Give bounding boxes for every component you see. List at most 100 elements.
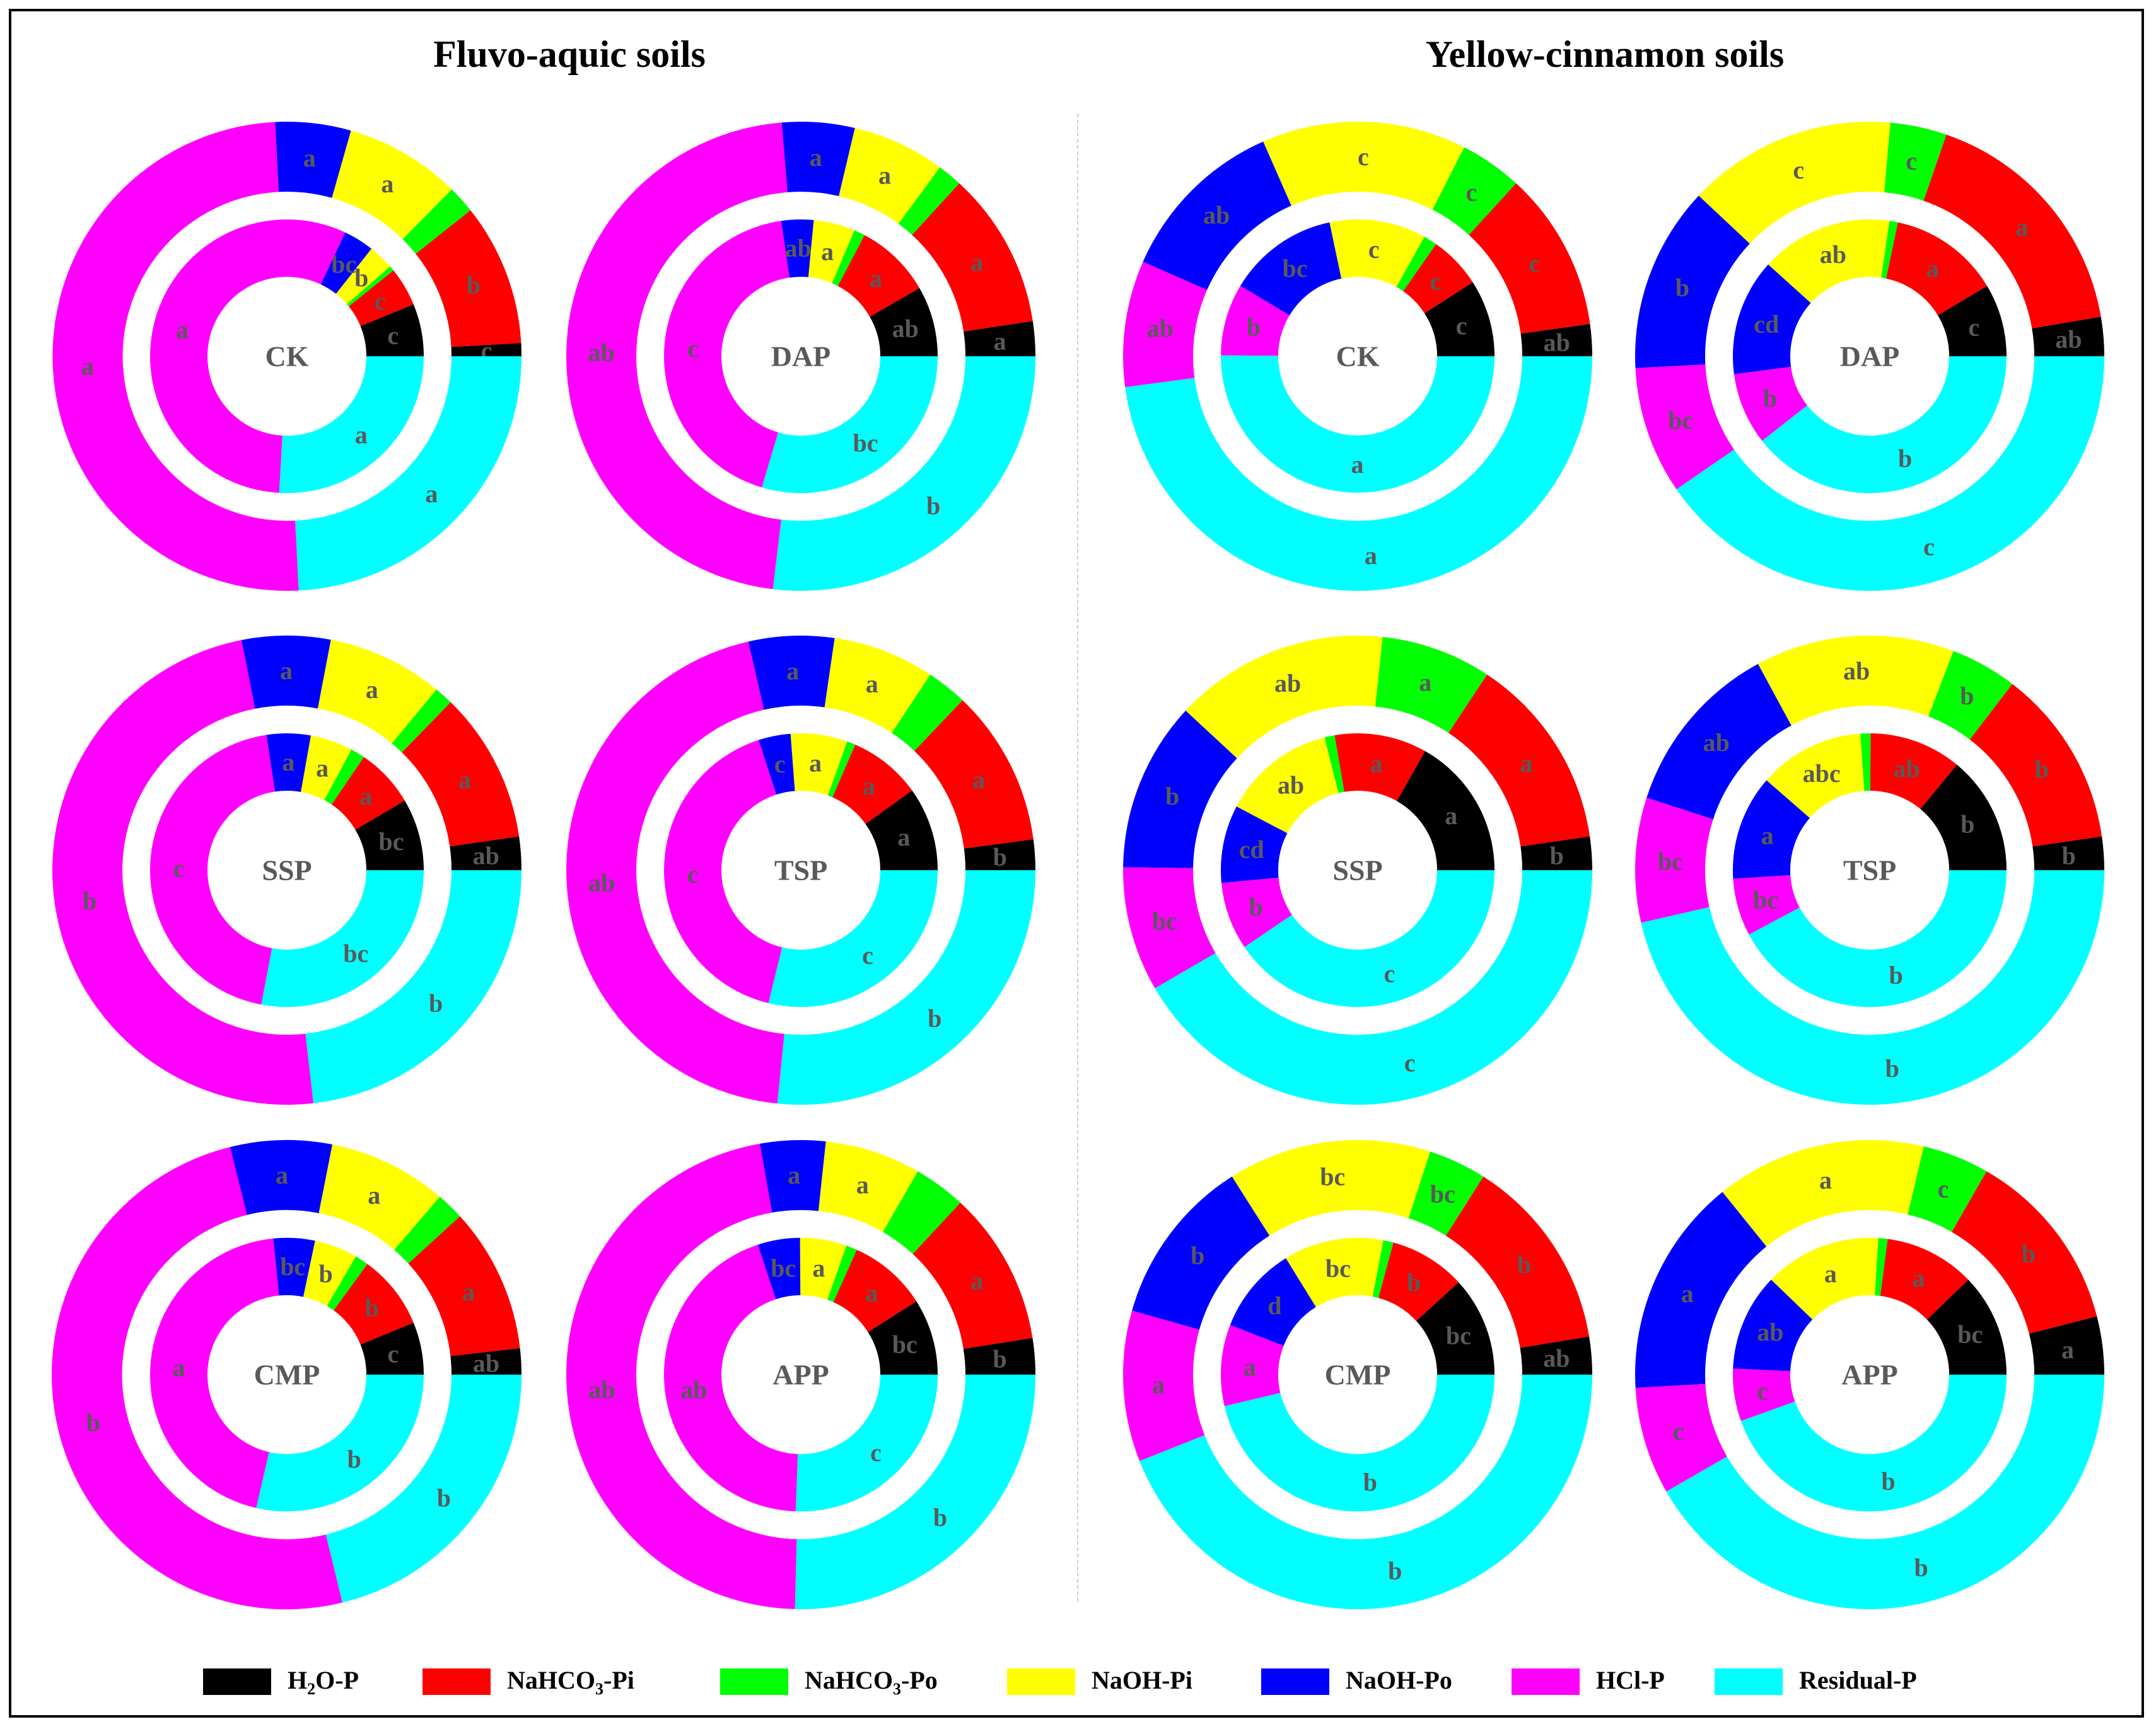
outer-label-residual-p-yellow-ssp: c xyxy=(1404,1049,1416,1077)
outer-label-h2o-p-fluvo-app: b xyxy=(993,1345,1006,1373)
inner-label-hcl-p-fluvo-ck: a xyxy=(176,315,189,344)
outer-slice-nahco3-pi-fluvo-ssp xyxy=(402,702,520,847)
outer-slice-residual-p-yellow-ssp xyxy=(1155,870,1592,1105)
inner-slice-naoh-pi-fluvo-ssp xyxy=(301,735,352,800)
outer-label-naoh-po-yellow-cmp: b xyxy=(1191,1241,1204,1269)
outer-label-naoh-pi-yellow-app: a xyxy=(1819,1166,1832,1194)
inner-slice-naoh-po-fluvo-dap xyxy=(781,219,814,278)
outer-slice-hcl-p-fluvo-ssp xyxy=(52,640,313,1105)
inner-label-hcl-p-fluvo-cmp: a xyxy=(173,1354,185,1382)
outer-slice-nahco3-pi-yellow-dap xyxy=(1923,134,2101,329)
inner-slice-nahco3-po-fluvo-app xyxy=(827,1245,857,1302)
outer-slice-naoh-po-yellow-dap xyxy=(1635,195,1750,368)
outer-slice-hcl-p-fluvo-app xyxy=(566,1143,797,1609)
center-label-fluvo-ck: CK xyxy=(265,341,309,373)
inner-label-naoh-pi-yellow-dap: ab xyxy=(1820,240,1846,269)
inner-label-h2o-p-yellow-cmp: bc xyxy=(1446,1321,1471,1349)
center-label-fluvo-cmp: CMP xyxy=(254,1359,320,1391)
inner-label-residual-p-fluvo-cmp: b xyxy=(347,1445,361,1474)
inner-slice-naoh-po-fluvo-tsp xyxy=(758,733,795,795)
outer-label-naoh-po-yellow-ssp: b xyxy=(1165,782,1179,810)
inner-label-h2o-p-fluvo-app: bc xyxy=(892,1330,918,1359)
legend-label-naoh-po: NaOH-Po xyxy=(1346,1665,1452,1694)
inner-label-hcl-p-yellow-dap: b xyxy=(1763,384,1777,412)
outer-slice-residual-p-fluvo-dap xyxy=(772,356,1035,591)
inner-slice-nahco3-pi-fluvo-app xyxy=(833,1249,917,1332)
outer-slice-nahco3-po-yellow-ck xyxy=(1432,147,1517,235)
outer-label-naoh-pi-yellow-dap: c xyxy=(1793,156,1804,184)
inner-slice-naoh-po-fluvo-ssp xyxy=(266,733,311,792)
inner-label-naoh-po-fluvo-ck: bc xyxy=(331,250,356,279)
inner-label-naoh-po-fluvo-ssp: a xyxy=(282,748,294,776)
legend-swatch-nahco3-po xyxy=(720,1668,788,1695)
legend-swatch-residual-p xyxy=(1715,1668,1783,1695)
inner-label-naoh-po-yellow-tsp: a xyxy=(1761,822,1774,850)
outer-slice-nahco3-po-fluvo-app xyxy=(883,1171,960,1254)
inner-label-naoh-po-yellow-cmp: d xyxy=(1267,1291,1281,1320)
inner-slice-nahco3-pi-yellow-app xyxy=(1880,1238,1969,1320)
inner-slice-residual-p-yellow-dap xyxy=(1762,356,2007,493)
inner-label-h2o-p-fluvo-tsp: a xyxy=(897,823,910,851)
inner-label-naoh-pi-fluvo-ck: b xyxy=(354,264,368,292)
outer-slice-naoh-pi-fluvo-app xyxy=(818,1141,918,1232)
center-label-fluvo-tsp: TSP xyxy=(774,854,827,887)
outer-slice-hcl-p-yellow-dap xyxy=(1635,364,1735,490)
inner-label-nahco3-pi-fluvo-app: a xyxy=(865,1279,878,1307)
outer-label-residual-p-yellow-tsp: b xyxy=(1885,1054,1899,1083)
inner-slice-residual-p-yellow-app xyxy=(1740,1375,2007,1512)
inner-slice-h2o-p-yellow-app xyxy=(1926,1279,2007,1375)
inner-label-nahco3-pi-fluvo-dap: a xyxy=(870,264,882,293)
outer-label-nahco3-pi-yellow-ck: c xyxy=(1529,249,1540,277)
outer-slice-residual-p-fluvo-tsp xyxy=(777,870,1035,1105)
inner-label-h2o-p-fluvo-cmp: c xyxy=(387,1339,399,1368)
outer-label-naoh-pi-yellow-ssp: ab xyxy=(1274,669,1301,697)
inner-slice-hcl-p-yellow-ck xyxy=(1221,286,1290,356)
legend-label-nahco3-po: NaHCO3-Po xyxy=(805,1665,938,1698)
inner-slice-residual-p-yellow-ck xyxy=(1220,355,1495,493)
inner-slice-residual-p-fluvo-dap xyxy=(762,356,938,494)
inner-slice-hcl-p-yellow-cmp xyxy=(1221,1325,1284,1406)
outer-label-nahco3-pi-fluvo-ck: b xyxy=(467,271,481,300)
outer-slice-residual-p-yellow-dap xyxy=(1676,356,2104,591)
outer-label-hcl-p-fluvo-cmp: b xyxy=(86,1408,100,1436)
legend-label-h2o-p: H2O-P xyxy=(288,1665,359,1698)
center-label-yellow-app: APP xyxy=(1841,1359,1897,1391)
outer-label-nahco3-po-yellow-dap: c xyxy=(1906,147,1917,175)
inner-slice-residual-p-fluvo-ck xyxy=(279,356,424,493)
inner-slice-h2o-p-fluvo-ck xyxy=(360,304,424,356)
inner-slice-h2o-p-yellow-ck xyxy=(1424,282,1495,356)
outer-label-h2o-p-fluvo-cmp: ab xyxy=(473,1349,499,1378)
inner-label-naoh-po-yellow-app: ab xyxy=(1757,1318,1783,1346)
inner-label-nahco3-pi-yellow-ssp: a xyxy=(1370,750,1383,778)
outer-label-nahco3-po-yellow-tsp: b xyxy=(1960,682,1974,710)
inner-label-naoh-po-fluvo-cmp: bc xyxy=(280,1252,305,1281)
outer-slice-hcl-p-yellow-ck xyxy=(1122,262,1208,387)
outer-slice-nahco3-po-fluvo-ck xyxy=(402,189,471,254)
outer-slice-naoh-po-fluvo-tsp xyxy=(748,636,835,710)
inner-label-naoh-po-fluvo-tsp: c xyxy=(774,750,786,778)
legend-item-nahco3-po: NaHCO3-Po xyxy=(720,1660,938,1704)
legend-item-hcl-p: HCl-P xyxy=(1512,1660,1665,1704)
outer-slice-naoh-pi-yellow-ssp xyxy=(1186,636,1383,759)
inner-slice-nahco3-pi-fluvo-ssp xyxy=(331,757,405,830)
inner-label-naoh-pi-yellow-app: a xyxy=(1824,1260,1837,1288)
inner-label-naoh-pi-fluvo-ssp: a xyxy=(316,754,329,782)
outer-label-hcl-p-yellow-app: c xyxy=(1673,1418,1684,1446)
outer-label-hcl-p-yellow-ck: ab xyxy=(1147,314,1174,342)
outer-label-h2o-p-fluvo-tsp: b xyxy=(993,843,1007,871)
inner-label-naoh-pi-fluvo-app: a xyxy=(812,1254,825,1282)
center-label-yellow-dap: DAP xyxy=(1840,341,1900,373)
inner-slice-hcl-p-fluvo-tsp xyxy=(664,740,783,1003)
inner-slice-hcl-p-fluvo-ck xyxy=(149,219,346,493)
legend-label-nahco3-pi: NaHCO3-Pi xyxy=(507,1665,634,1698)
outer-label-residual-p-yellow-cmp: b xyxy=(1388,1556,1402,1585)
legend-item-naoh-pi: NaOH-Pi xyxy=(1007,1660,1192,1704)
inner-label-hcl-p-yellow-ck: b xyxy=(1247,313,1261,341)
outer-slice-h2o-p-yellow-ck xyxy=(1520,323,1592,356)
inner-slice-hcl-p-yellow-tsp xyxy=(1733,875,1800,935)
outer-slice-nahco3-pi-yellow-ssp xyxy=(1448,674,1590,847)
outer-slice-h2o-p-fluvo-tsp xyxy=(964,839,1035,870)
outer-slice-h2o-p-yellow-ssp xyxy=(1520,836,1592,870)
